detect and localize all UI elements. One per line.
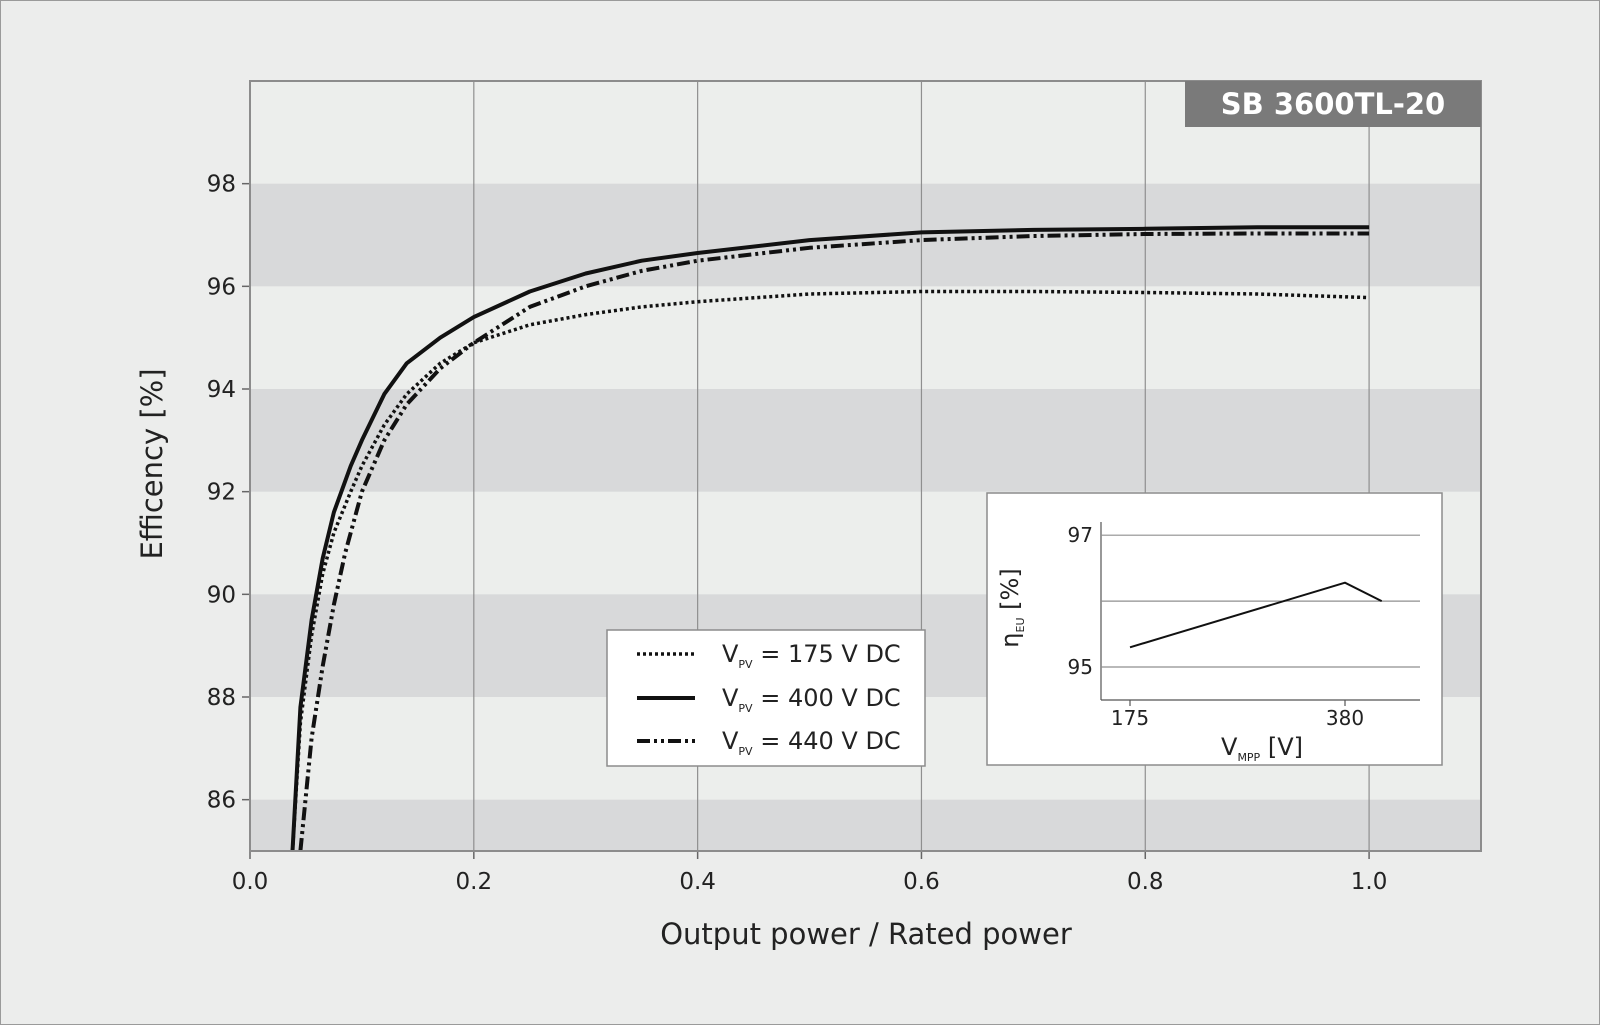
inset-x-ticks: 175 380 — [1111, 700, 1364, 730]
y-ticks: 98 96 94 92 90 88 86 — [207, 172, 250, 814]
y-tick-label: 88 — [207, 685, 236, 711]
x-tick-label: 0.6 — [903, 869, 940, 895]
y-tick-label: 94 — [207, 377, 236, 403]
inset-chart: 97 95 175 380 VMPP [V] ηEU [%] — [986, 492, 1443, 766]
series-lines — [290, 225, 1370, 852]
x-tick-label: 0.2 — [456, 869, 493, 895]
y-axis-title: Efficency [%] — [135, 368, 169, 559]
gray-band — [250, 799, 1481, 851]
inset-x-tick-label: 175 — [1111, 706, 1149, 730]
legend-label-440: VPV = 440 V DC — [722, 727, 901, 758]
y-tick-label: 96 — [207, 274, 236, 300]
gray-band — [250, 389, 1481, 492]
y-tick-label: 90 — [207, 582, 236, 608]
inset-y-ticks: 97 95 — [1068, 523, 1093, 679]
x-tick-label: 0.0 — [232, 869, 269, 895]
inset-x-axis-title: VMPP [V] — [1221, 733, 1303, 764]
y-tick-label: 98 — [207, 172, 236, 198]
inset-x-tick-label: 380 — [1326, 706, 1364, 730]
legend-label-400: VPV = 400 V DC — [722, 684, 901, 715]
legend: VPV = 175 V DC VPV = 400 V DC VPV = 440 … — [606, 629, 926, 767]
series-line-dash-dot-dot — [298, 231, 1370, 852]
inset-y-tick-label: 97 — [1068, 523, 1093, 547]
inset-y-axis-title: ηEU [%] — [996, 568, 1027, 647]
inset-gridlines — [1101, 534, 1420, 668]
y-tick-label: 92 — [207, 480, 236, 506]
model-badge-text: SB 3600TL-20 — [1221, 87, 1445, 121]
series-line-solid — [290, 225, 1370, 852]
x-tick-label: 1.0 — [1351, 869, 1388, 895]
inset-y-tick-label: 95 — [1068, 655, 1093, 679]
x-tick-label: 0.8 — [1127, 869, 1164, 895]
inset-efficiency-line — [1129, 581, 1383, 649]
y-tick-label: 86 — [207, 788, 236, 814]
plot-border — [249, 80, 1482, 852]
x-ticks: 0.0 0.2 0.4 0.6 0.8 1.0 — [232, 851, 1388, 895]
x-axis-title: Output power / Rated power — [660, 917, 1072, 951]
inset-box — [986, 492, 1443, 766]
x-tick-label: 0.4 — [679, 869, 716, 895]
inset-series — [1129, 581, 1383, 649]
model-badge — [1185, 81, 1481, 127]
legend-label-175: VPV = 175 V DC — [722, 640, 901, 671]
